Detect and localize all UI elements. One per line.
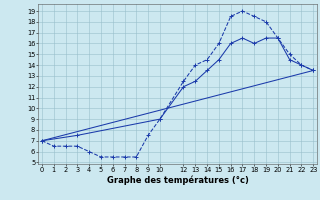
- X-axis label: Graphe des températures (°c): Graphe des températures (°c): [107, 175, 249, 185]
